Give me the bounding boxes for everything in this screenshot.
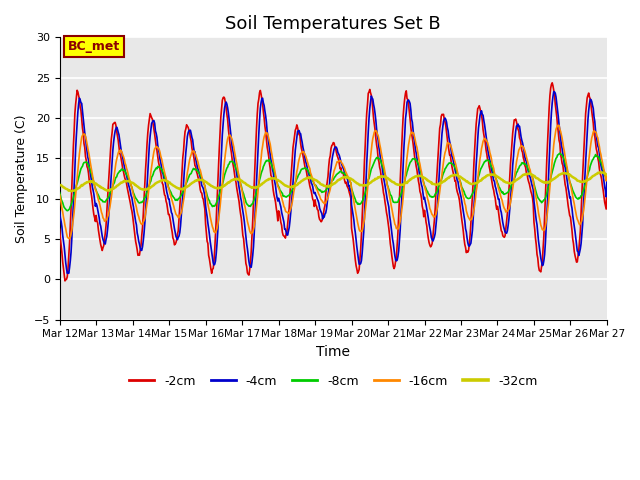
X-axis label: Time: Time xyxy=(316,345,350,359)
Y-axis label: Soil Temperature (C): Soil Temperature (C) xyxy=(15,114,28,243)
Legend: -2cm, -4cm, -8cm, -16cm, -32cm: -2cm, -4cm, -8cm, -16cm, -32cm xyxy=(124,370,543,393)
Text: BC_met: BC_met xyxy=(68,40,120,53)
Title: Soil Temperatures Set B: Soil Temperatures Set B xyxy=(225,15,441,33)
